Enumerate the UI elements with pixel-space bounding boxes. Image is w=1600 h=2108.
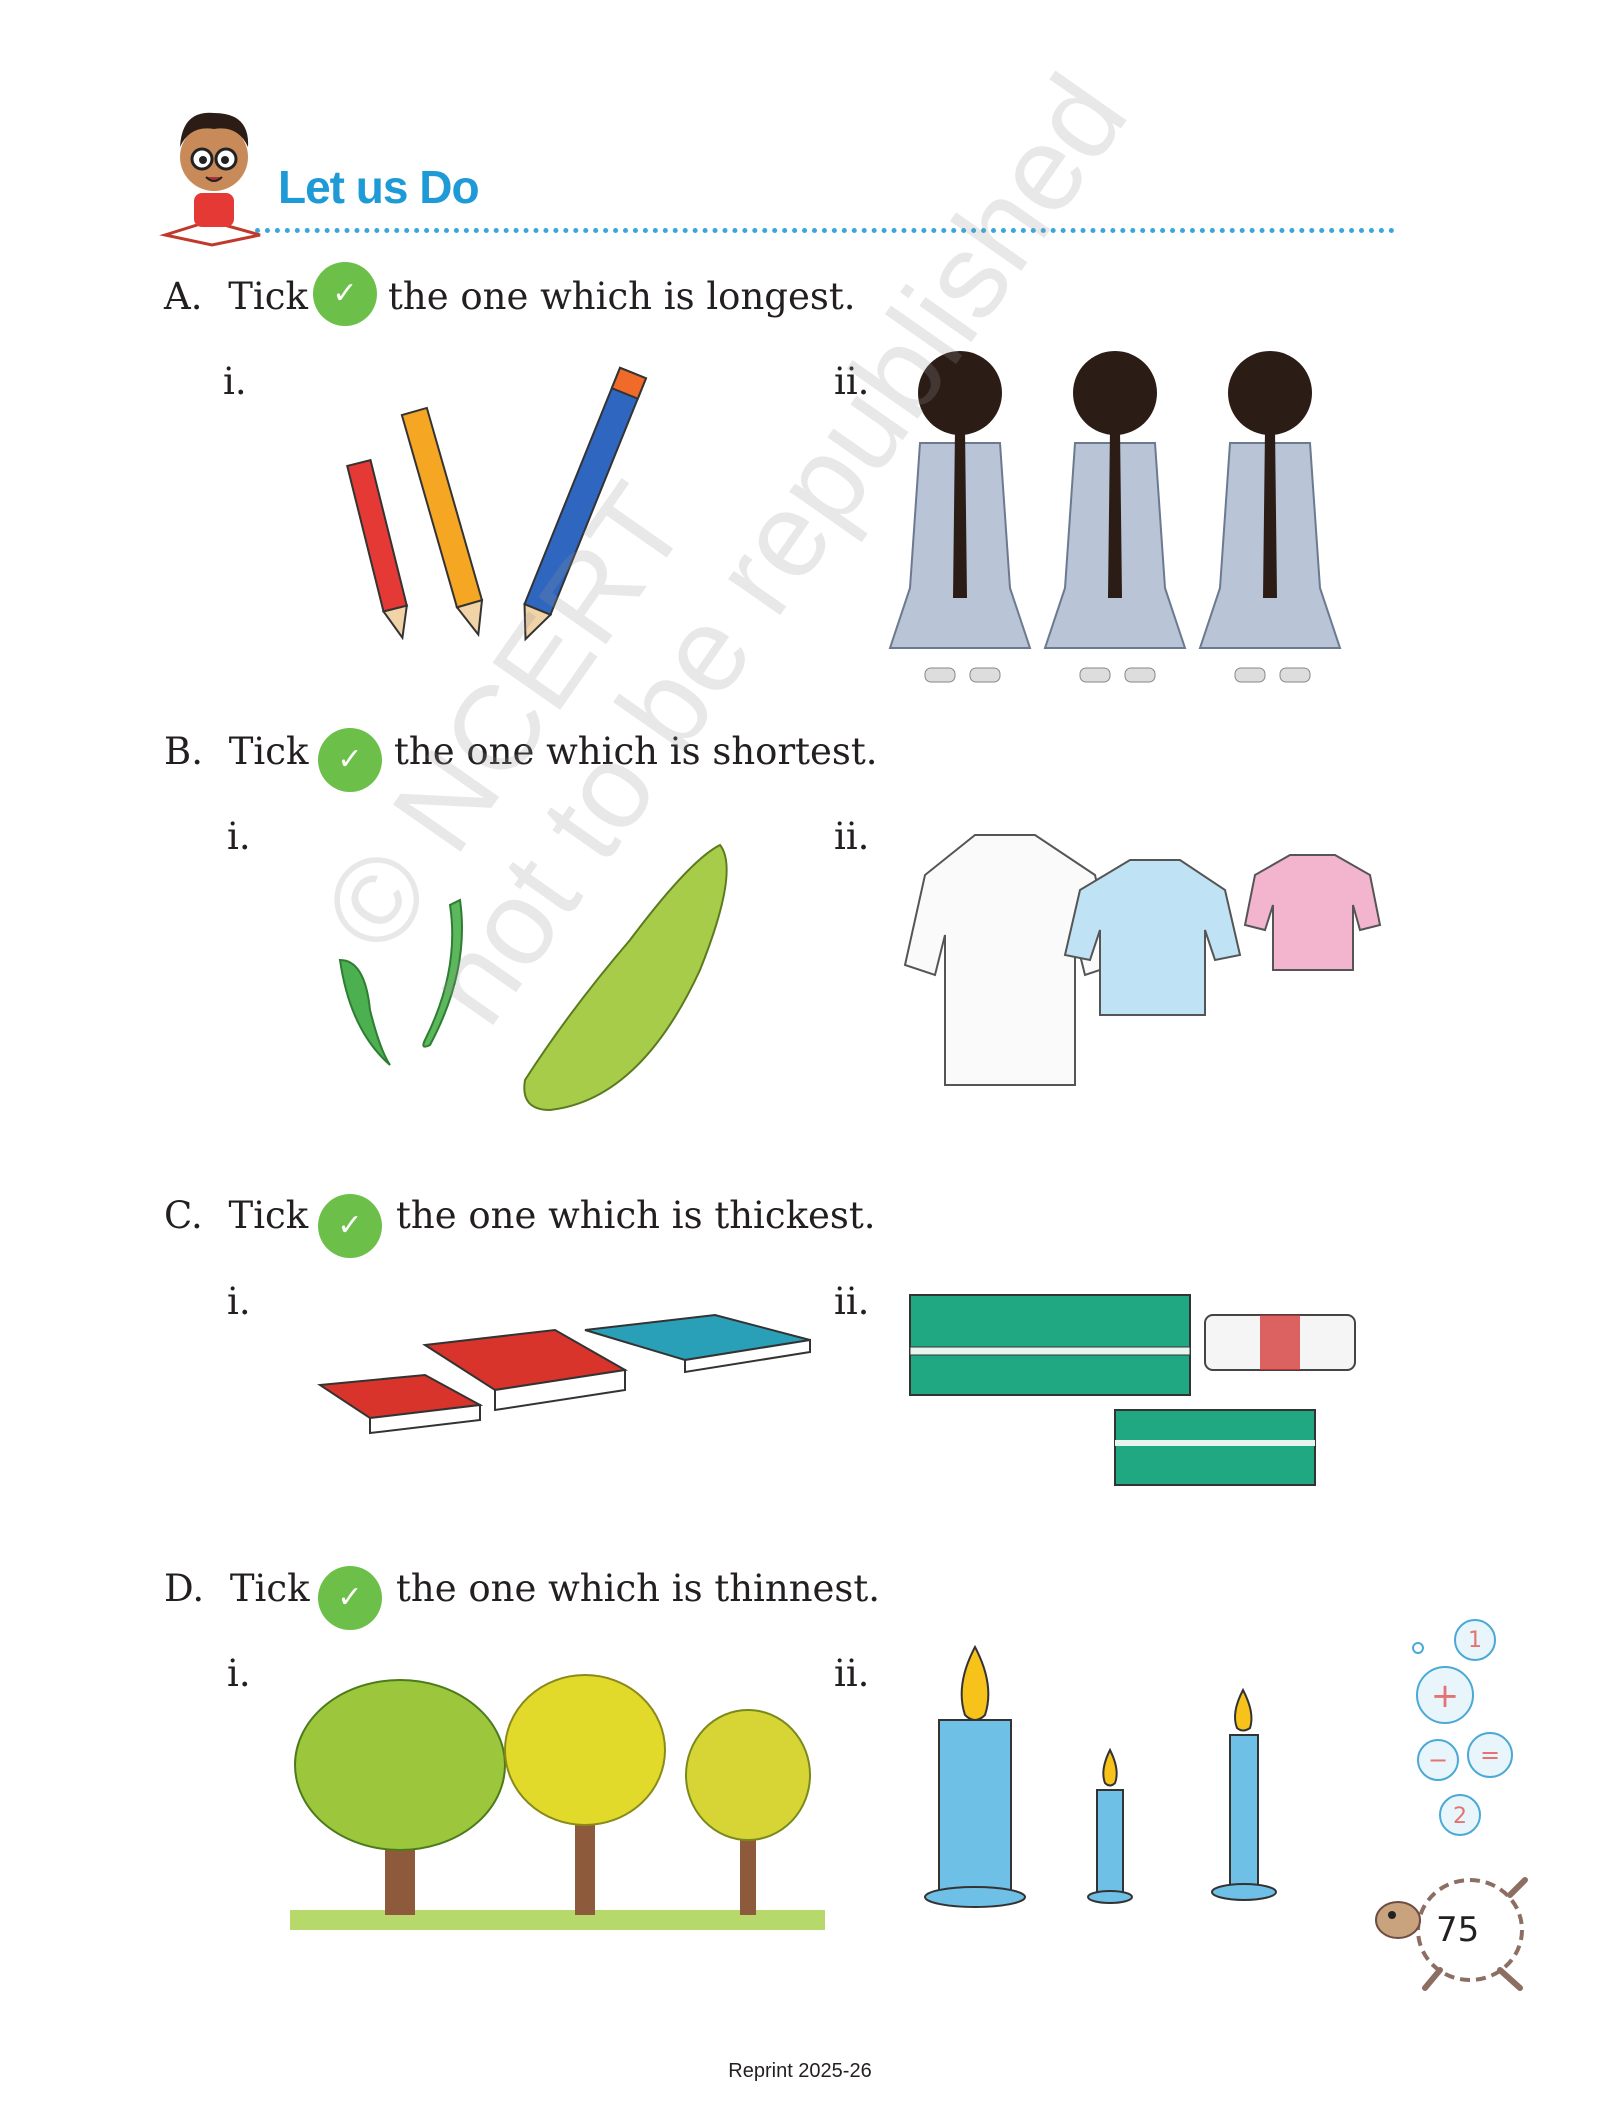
question-a: A. Tick (164, 275, 308, 318)
candles-illustration[interactable] (915, 1644, 1277, 1915)
boxes-illustration[interactable] (905, 1285, 1395, 1490)
tick-word: Tick (228, 730, 309, 773)
shirts-illustration[interactable] (903, 815, 1435, 1095)
tick-icon: ✓ (313, 262, 377, 326)
question-text: the one which is shortest. (394, 730, 878, 773)
tick-icon: ✓ (318, 728, 382, 792)
option-i-label: i. (227, 1280, 251, 1323)
svg-text:−: − (1428, 1746, 1448, 1774)
svg-text:+: + (1431, 1676, 1460, 1716)
trees-illustration[interactable] (290, 1660, 830, 1940)
question-d: D. Tick (164, 1567, 310, 1610)
option-ii-label: ii. (834, 1652, 870, 1695)
svg-text:1: 1 (1468, 1628, 1482, 1653)
question-letter: D. (164, 1567, 205, 1610)
tick-word: Tick (228, 1194, 309, 1237)
option-i-label: i. (227, 1652, 251, 1695)
question-text: the one which is thickest. (396, 1194, 876, 1237)
svg-text:2: 2 (1453, 1804, 1467, 1829)
option-ii-label: ii. (834, 360, 870, 403)
svg-text:=: = (1480, 1741, 1500, 1769)
books-illustration[interactable] (315, 1300, 815, 1450)
question-text: the one which is thinnest. (396, 1567, 881, 1610)
tick-icon: ✓ (318, 1194, 382, 1258)
question-letter: C. (164, 1194, 203, 1237)
math-bubbles-icon: 1 + − = 2 (1412, 1619, 1513, 1836)
tick-word: Tick (229, 1567, 310, 1610)
option-i-label: i. (227, 815, 251, 858)
vegetables-illustration[interactable] (320, 810, 760, 1120)
reading-boy-illustration (159, 112, 261, 247)
question-text: the one which is longest. (388, 275, 856, 318)
question-c: C. Tick (164, 1194, 308, 1237)
option-ii-label: ii. (834, 1280, 870, 1323)
girls-braids-illustration[interactable] (888, 348, 1355, 708)
question-b: B. Tick (164, 730, 308, 773)
option-i-label: i. (223, 360, 247, 403)
section-title: Let us Do (278, 161, 480, 213)
pencils-illustration[interactable] (346, 366, 648, 642)
footer-reprint: Reprint 2025-26 (728, 2060, 872, 2082)
page-number: 75 (1436, 1910, 1480, 1950)
question-letter: B. (164, 730, 203, 773)
turtle-mascot-icon (1375, 1877, 1528, 1991)
tick-icon: ✓ (318, 1566, 382, 1630)
question-letter: A. (164, 275, 203, 318)
header-divider (255, 228, 1395, 233)
option-ii-label: ii. (834, 815, 870, 858)
tick-word: Tick (228, 275, 308, 318)
